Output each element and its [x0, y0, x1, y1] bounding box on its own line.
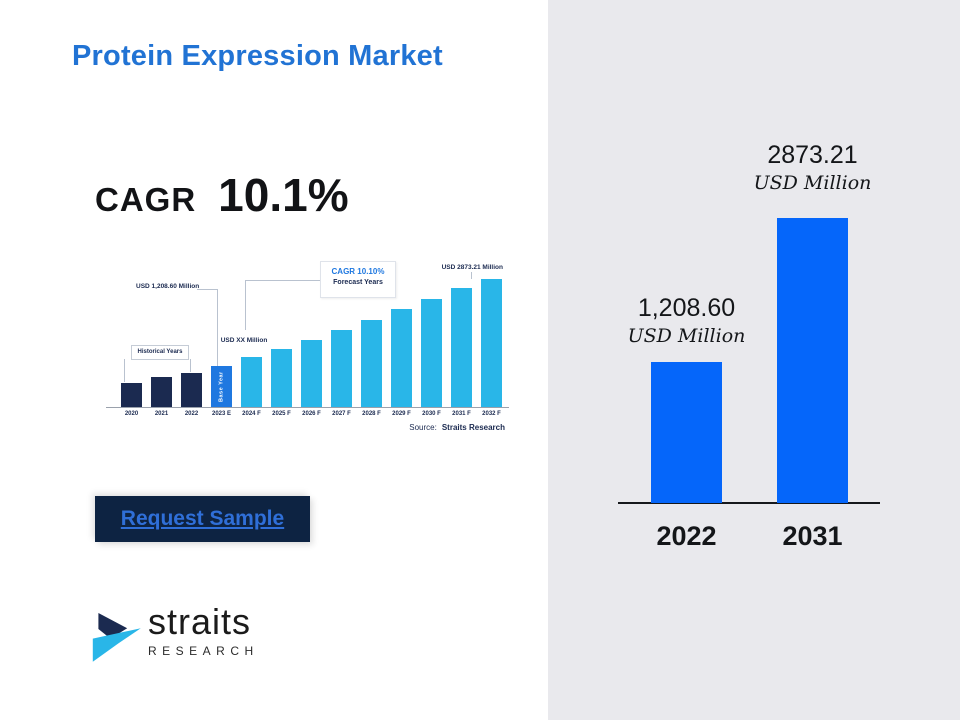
straits-logo-icon — [92, 613, 141, 662]
mini-axis-line — [106, 407, 509, 408]
page-title: Protein Expression Market — [72, 40, 443, 72]
year-label-2031: 2031 — [782, 521, 843, 551]
mini-bar-2020 — [121, 383, 142, 407]
callout-line — [471, 272, 472, 279]
mini-bar-2021 — [151, 377, 172, 407]
main-bar-2022 — [651, 362, 722, 503]
mini-xx-value-label: USD XX Million — [220, 337, 268, 344]
logo-text: straits RESEARCH — [148, 601, 259, 659]
mini-bar-2026-f — [301, 340, 322, 407]
historical-years-label: Historical Years — [131, 345, 189, 360]
mini-bar-2031-f — [451, 288, 472, 407]
mini-cagr-box: CAGR 10.10% Forecast Years — [320, 261, 396, 298]
main-chart-axis-line — [618, 502, 880, 504]
logo-wordmark: straits — [148, 601, 252, 642]
mini-cagr-text: CAGR 10.10% — [331, 267, 385, 276]
mini-bar-2027-f — [331, 330, 352, 407]
mini-x-label: 2022 — [184, 411, 199, 417]
value-unit: USD Million — [627, 325, 746, 347]
value-number: 1,208.60 — [637, 294, 736, 322]
mini-bar-2023-e: Base Year — [211, 366, 232, 407]
value-number: 2873.21 — [767, 141, 858, 169]
mini-end-value-label: USD 2873.21 Million — [441, 264, 503, 271]
mini-bar-2025-f — [271, 349, 292, 407]
right-panel: 1,208.60 USD Million 2022 2873.21 USD Millio… — [548, 0, 960, 720]
mini-base-value-label: USD 1,208.60 Million — [136, 283, 200, 290]
request-sample-button[interactable]: Request Sample — [95, 496, 310, 542]
callout-line — [245, 280, 246, 330]
mini-x-label: 2029 F — [392, 411, 411, 417]
year-label-2022: 2022 — [656, 521, 717, 551]
base-year-vertical-label: Base Year — [218, 371, 225, 402]
cagr-label: CAGR — [95, 181, 197, 218]
bracket-line — [124, 359, 125, 382]
callout-line — [245, 280, 320, 281]
mini-bar-2022 — [181, 373, 202, 407]
logo-subtext: RESEARCH — [148, 644, 259, 658]
mini-bar-2028-f — [361, 320, 382, 407]
mini-bar-2032-f — [481, 279, 502, 407]
mini-bar-2029-f — [391, 309, 412, 407]
mini-x-label: 2025 F — [272, 411, 291, 417]
cagr-line: CAGR 10.1% — [95, 168, 349, 222]
callout-line — [217, 289, 218, 366]
mini-x-label: 2027 F — [332, 411, 351, 417]
callout-line — [197, 289, 218, 290]
mini-x-label: 2024 F — [242, 411, 261, 417]
bracket-line — [190, 359, 191, 372]
mini-bar-2030-f — [421, 299, 442, 407]
mini-forecast-text: Forecast Years — [333, 279, 383, 286]
mini-x-label: 2030 F — [422, 411, 441, 417]
main-bar-2031 — [777, 218, 848, 503]
value-label-2022: 1,208.60 USD Million — [628, 294, 746, 347]
value-label-2031: 2873.21 USD Million — [754, 141, 872, 194]
mini-x-label: 2020 — [124, 411, 139, 417]
cagr-value: 10.1% — [218, 169, 349, 221]
mini-source-line: Source: Straits Research — [409, 423, 505, 432]
straits-logo: straits RESEARCH — [88, 603, 259, 671]
mini-x-label: 2026 F — [302, 411, 321, 417]
mini-x-label: 2031 F — [452, 411, 471, 417]
mini-x-label: 2021 — [154, 411, 169, 417]
mini-bar-2024-f — [241, 357, 262, 407]
source-name: Straits Research — [441, 423, 505, 432]
mini-x-label: 2023 E — [211, 411, 232, 417]
mini-x-label: 2032 F — [482, 411, 501, 417]
value-unit: USD Million — [753, 172, 872, 194]
mini-x-label: 2028 F — [362, 411, 381, 417]
mini-chart: USD 1,208.60 Million Historical Years CA… — [100, 253, 515, 449]
source-prefix: Source: — [409, 423, 437, 432]
